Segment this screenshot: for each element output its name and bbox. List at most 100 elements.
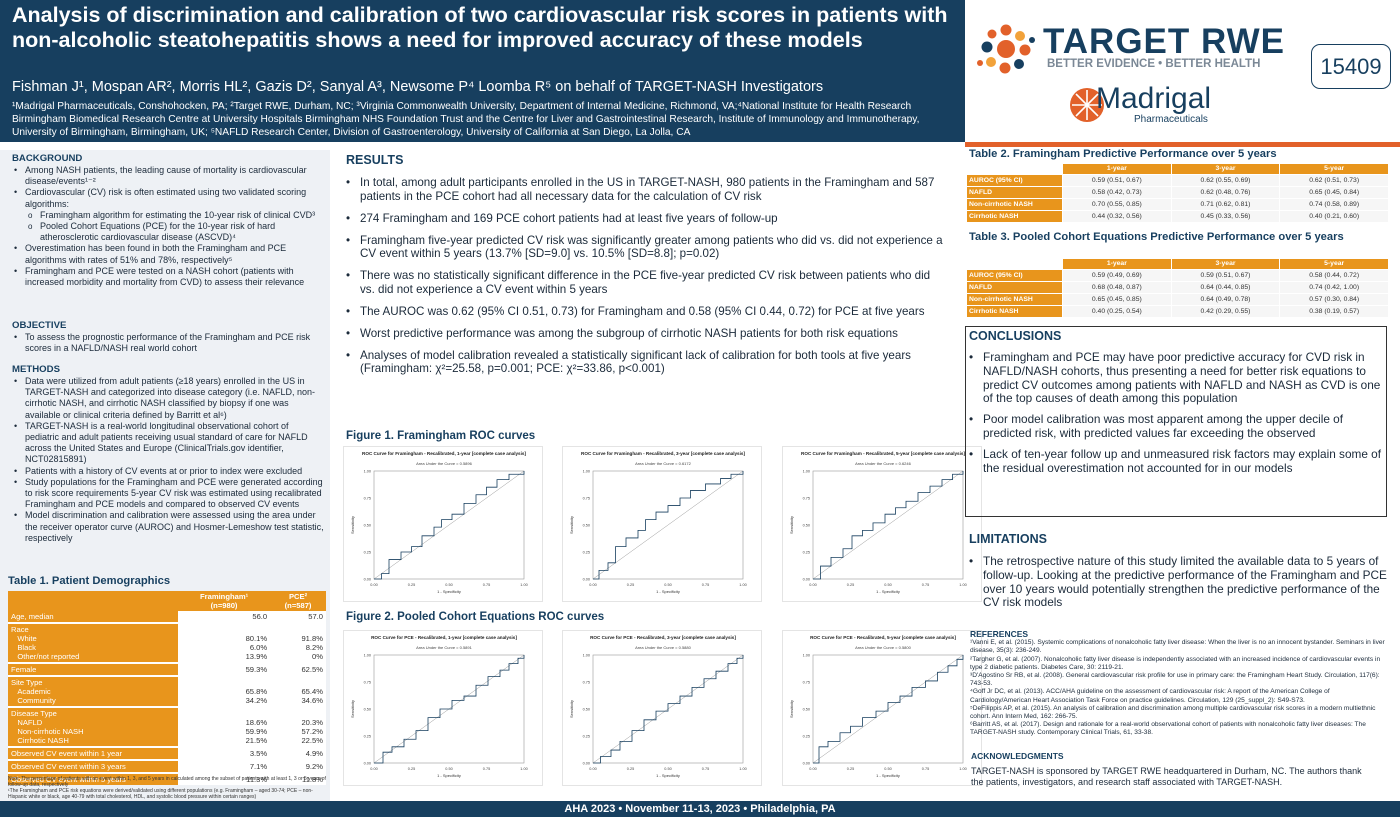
x-tick-label: 1.00 <box>520 767 527 771</box>
table-row: AUROC (95% CI) 0.59 (0.49, 0.69) 0.59 (0.5… <box>966 269 1389 282</box>
figure2-heading: Figure 2. Pooled Cohort Equations ROC cu… <box>346 611 605 623</box>
col-header-framingham-n: (n=980) <box>210 601 238 610</box>
methods-heading: METHODS <box>12 364 60 375</box>
y-tick-label: 1.00 <box>803 653 810 657</box>
x-tick-label: 0.00 <box>809 583 816 587</box>
target-rwe-wordmark: TARGET RWE <box>1043 22 1286 61</box>
y-tick-label: 0.00 <box>364 577 371 581</box>
roc-chart-framingham-3yr: ROC Curve for Framingham - Recalibrated,… <box>562 446 762 602</box>
list-item-text: Cardiovascular (CV) risk is often estima… <box>25 187 307 209</box>
y-axis-label: Sensitivity <box>789 700 794 718</box>
roc-chart-svg: ROC Curve for Framingham - Recalibrated,… <box>350 451 528 594</box>
x-tick-label: 0.75 <box>702 767 709 771</box>
poster-title: Analysis of discrimination and calibrati… <box>12 3 948 52</box>
y-tick-label: 0.50 <box>583 707 590 711</box>
x-tick-label: 1.00 <box>959 767 966 771</box>
roc-chart-svg: ROC Curve for Framingham - Recalibrated,… <box>569 451 747 594</box>
sub-list-item: Framingham algorithm for estimating the … <box>27 210 324 221</box>
row-label: Disease Type NAFLD Non-cirrhotic NASH Ci… <box>8 708 178 746</box>
reference-item: ¹Vanni E, et al. (2015). Systemic compli… <box>970 639 1385 655</box>
x-tick-label: 1.00 <box>739 767 746 771</box>
list-item: The retrospective nature of this study l… <box>969 554 1389 610</box>
y-tick-label: 0.00 <box>803 761 810 765</box>
target-rwe-dots-icon <box>977 24 1035 74</box>
table-row: NAFLD 0.68 (0.48, 0.87) 0.64 (0.44, 0.85) 0… <box>966 281 1389 294</box>
results-list: In total, among adult participants enrol… <box>346 176 946 384</box>
cell: 80.1% 6.0% 13.9% <box>178 624 271 662</box>
table-row: Female 59.3% 62.5% <box>8 664 326 675</box>
cell: 57.0 <box>270 611 326 622</box>
cell: 3.5% <box>178 748 271 759</box>
list-item: Poor model calibration was most apparent… <box>969 412 1383 441</box>
list-item: Framingham and PCE were tested on a NASH… <box>12 266 324 288</box>
roc-chart-pce-3yr: ROC Curve for PCE - Recalibrated, 3-year… <box>562 630 762 786</box>
footer-bar: AHA 2023 • November 11-13, 2023 • Philad… <box>0 801 1400 817</box>
x-tick-label: 1.00 <box>959 583 966 587</box>
x-tick-label: 0.50 <box>664 583 671 587</box>
references-section: REFERENCES ¹Vanni E, et al. (2015). Syst… <box>970 630 1388 738</box>
table-row: NAFLD 0.58 (0.42, 0.73) 0.62 (0.48, 0.76) 0… <box>966 186 1389 199</box>
list-item: Patients with a history of CV events at … <box>12 466 324 477</box>
x-tick-label: 0.75 <box>483 583 490 587</box>
reference-line <box>812 470 964 580</box>
table-row: AUROC (95% CI) 0.59 (0.51, 0.67) 0.62 (0.5… <box>966 174 1389 187</box>
list-item: Model discrimination and calibration wer… <box>12 510 324 544</box>
y-tick-label: 0.25 <box>583 550 590 554</box>
table-header-row: Framingham¹ (n=980) PCE² (n=587) <box>8 591 326 611</box>
x-tick-label: 0.50 <box>445 767 452 771</box>
col-header: 3-year <box>1170 163 1281 175</box>
x-axis-label: 1 - Specificity <box>437 589 461 594</box>
x-axis-label: 1 - Specificity <box>656 589 680 594</box>
list-item: The AUROC was 0.62 (95% CI 0.51, 0.73) f… <box>346 305 946 319</box>
table-row: Age, median 56.0 57.0 <box>8 611 326 622</box>
table-row: Observed CV event within 5 years 11.3% 1… <box>8 774 326 785</box>
table-row: Site Type Academic Community 65.8% 34.2% … <box>8 677 326 706</box>
roc-curve <box>813 471 964 580</box>
roc-chart-svg: ROC Curve for Framingham - Recalibrated,… <box>789 451 967 594</box>
reference-item: ²Targher G, et al. (2007). Nonalcoholic … <box>970 655 1381 671</box>
methods-section: METHODS Data were utilized from adult pa… <box>12 364 324 544</box>
y-tick-label: 0.25 <box>803 550 810 554</box>
figure1-heading: Figure 1. Framingham ROC curves <box>346 430 536 442</box>
madrigal-sunburst-icon <box>1070 88 1104 122</box>
table-row: Non-cirrhotic NASH 0.70 (0.55, 0.85) 0.71 … <box>966 198 1389 211</box>
madrigal-logo: Madrigal Pharmaceuticals <box>1068 82 1228 130</box>
list-item: TARGET-NASH is a real-world longitudinal… <box>12 421 324 466</box>
table2-heading: Table 2. Framingham Predictive Performan… <box>969 148 1277 160</box>
y-tick-label: 1.00 <box>364 469 371 473</box>
roc-chart-svg: ROC Curve for PCE - Recalibrated, 5-year… <box>789 635 967 778</box>
cell: 9.2% <box>270 761 326 772</box>
x-tick-label: 0.50 <box>664 767 671 771</box>
demographics-table: Framingham¹ (n=980) PCE² (n=587) Age, medi… <box>8 591 326 785</box>
x-tick-label: 1.00 <box>520 583 527 587</box>
x-tick-label: 0.50 <box>884 767 891 771</box>
x-axis-label: 1 - Specificity <box>656 773 680 778</box>
x-tick-label: 0.75 <box>702 583 709 587</box>
y-tick-label: 0.00 <box>803 577 810 581</box>
x-axis-label: 1 - Specificity <box>876 589 900 594</box>
list-item: Analyses of model calibration revealed a… <box>346 349 946 376</box>
roc-chart-svg: ROC Curve for PCE - Recalibrated, 3-year… <box>569 635 747 778</box>
col-header: 5-year <box>1279 163 1389 175</box>
y-tick-label: 0.50 <box>803 707 810 711</box>
chart-subtitle: Area Under the Curve = 0.5891 <box>416 645 472 650</box>
table1-heading: Table 1. Patient Demographics <box>8 575 171 587</box>
framingham-performance-table: 1-year 3-year 5-year AUROC (95% CI) 0.59 … <box>966 163 1389 223</box>
y-tick-label: 0.00 <box>583 761 590 765</box>
x-axis-label: 1 - Specificity <box>437 773 461 778</box>
col-header-framingham: Framingham¹ <box>200 592 249 601</box>
results-heading: RESULTS <box>346 153 404 167</box>
madrigal-subtitle: Pharmaceuticals <box>1134 114 1208 125</box>
conclusions-box <box>965 326 1387 517</box>
list-item: Data were utilized from adult patients (… <box>12 376 324 421</box>
y-tick-label: 0.75 <box>583 680 590 684</box>
col-header: 1-year <box>1062 163 1172 175</box>
list-item: Study populations for the Framingham and… <box>12 477 324 511</box>
y-tick-label: 0.25 <box>583 734 590 738</box>
references-heading: REFERENCES <box>970 629 1029 639</box>
y-tick-label: 0.50 <box>364 523 371 527</box>
chart-subtitle: Area Under the Curve = 0.6246 <box>855 461 911 466</box>
table-row: Disease Type NAFLD Non-cirrhotic NASH Ci… <box>8 708 326 746</box>
list-item: There was no statistically significant d… <box>346 269 946 296</box>
x-tick-label: 1.00 <box>739 583 746 587</box>
